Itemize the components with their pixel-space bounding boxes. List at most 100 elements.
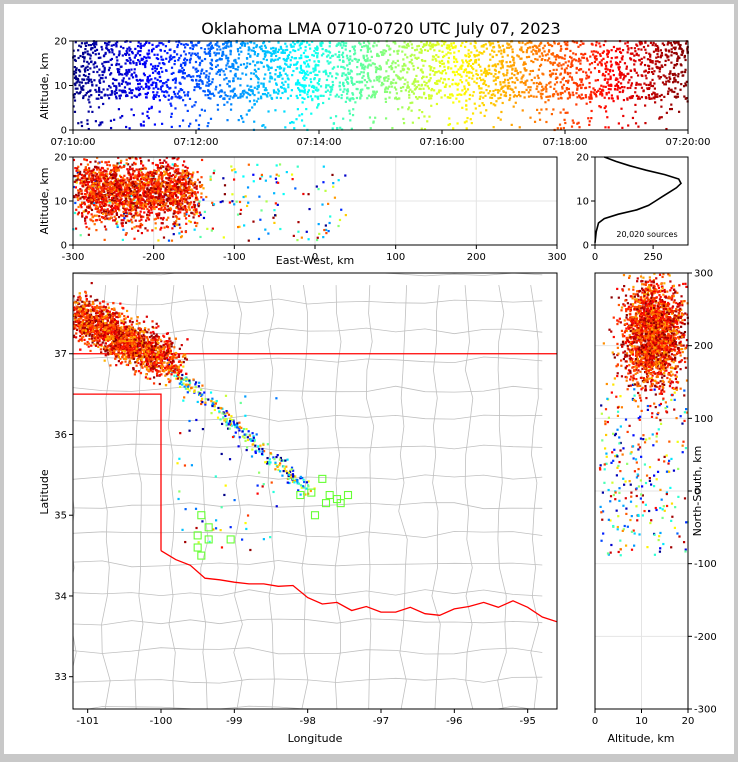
time-altitude-point <box>591 50 593 52</box>
time-altitude-point <box>272 50 274 52</box>
time-altitude-point <box>454 65 456 67</box>
eastwest-altitude-point <box>318 223 320 225</box>
eastwest-altitude-point <box>176 183 178 185</box>
time-altitude-point <box>301 119 303 121</box>
time-altitude-point <box>422 60 424 62</box>
time-altitude-point <box>198 57 200 59</box>
time-altitude-point <box>390 83 392 85</box>
time-altitude-point <box>560 56 562 58</box>
eastwest-altitude-point <box>138 171 140 173</box>
time-altitude-point <box>74 83 76 85</box>
time-altitude-point <box>513 64 515 66</box>
time-altitude-point <box>626 73 628 75</box>
time-altitude-point <box>240 51 242 53</box>
time-altitude-point <box>560 64 562 66</box>
time-altitude-point <box>165 70 167 72</box>
time-altitude-point <box>594 89 596 91</box>
time-altitude-point <box>539 55 541 57</box>
time-altitude-point <box>254 69 256 71</box>
time-altitude-point <box>130 89 132 91</box>
time-altitude-point <box>589 120 591 122</box>
time-altitude-point <box>143 124 145 126</box>
time-altitude-point <box>505 74 507 76</box>
time-altitude-point <box>263 58 265 60</box>
time-altitude-point <box>211 68 213 70</box>
time-altitude-point <box>128 78 130 80</box>
time-altitude-point <box>420 84 422 86</box>
time-altitude-point <box>108 69 110 71</box>
eastwest-altitude-point <box>128 220 130 222</box>
eastwest-altitude-point <box>104 218 106 220</box>
time-altitude-point <box>640 63 642 65</box>
time-altitude-point <box>257 68 259 70</box>
time-altitude-point <box>81 87 83 89</box>
eastwest-altitude-point <box>273 209 275 211</box>
eastwest-altitude-point <box>79 197 81 199</box>
time-altitude-point <box>90 44 92 46</box>
eastwest-altitude-point <box>196 188 198 190</box>
time-altitude-point <box>195 79 197 81</box>
time-altitude-point <box>122 54 124 56</box>
time-altitude-point <box>476 82 478 84</box>
time-altitude-point <box>223 104 225 106</box>
time-altitude-point <box>317 52 319 54</box>
time-altitude-point <box>225 64 227 66</box>
time-altitude-point <box>452 101 454 103</box>
eastwest-altitude-point <box>328 230 330 232</box>
time-altitude-point <box>343 85 345 87</box>
time-altitude-point <box>221 55 223 57</box>
time-altitude-point <box>474 55 476 57</box>
eastwest-altitude-point <box>275 178 277 180</box>
time-altitude-point <box>605 65 607 67</box>
time-altitude-point <box>461 81 463 83</box>
time-altitude-point <box>110 120 112 122</box>
time-altitude-point <box>544 101 546 103</box>
eastwest-altitude-point <box>247 202 249 204</box>
time-altitude-point <box>281 92 283 94</box>
time-altitude-point <box>493 46 495 48</box>
time-altitude-point <box>208 44 210 46</box>
time-altitude-point <box>588 124 590 126</box>
eastwest-altitude-point <box>115 174 117 176</box>
time-altitude-point <box>235 95 237 97</box>
time-altitude-point <box>507 79 509 81</box>
time-altitude-point <box>307 56 309 58</box>
eastwest-altitude-point <box>338 179 340 181</box>
time-altitude-point <box>467 82 469 84</box>
time-altitude-point <box>497 97 499 99</box>
time-altitude-point <box>171 67 173 69</box>
time-altitude-point <box>541 97 543 99</box>
time-altitude-point <box>424 49 426 51</box>
time-altitude-point <box>125 69 127 71</box>
time-altitude-point <box>452 79 454 81</box>
time-altitude-point <box>600 55 602 57</box>
time-altitude-point <box>608 73 610 75</box>
time-altitude-point <box>679 89 681 91</box>
time-altitude-point <box>465 75 467 77</box>
eastwest-altitude-point <box>166 198 168 200</box>
eastwest-altitude-point <box>188 206 190 208</box>
time-altitude-point <box>443 78 445 80</box>
time-altitude-point <box>140 86 142 88</box>
time-altitude-point <box>618 122 620 124</box>
time-altitude-point <box>104 94 106 96</box>
time-altitude-point <box>185 53 187 55</box>
time-altitude-point <box>170 97 172 99</box>
time-altitude-point <box>634 47 636 49</box>
time-altitude-point <box>178 57 180 59</box>
eastwest-altitude-point <box>102 213 104 215</box>
time-altitude-point <box>250 78 252 80</box>
time-altitude-point <box>76 91 78 93</box>
time-altitude-point <box>85 45 87 47</box>
time-altitude-point <box>428 98 430 100</box>
time-altitude-point <box>653 51 655 53</box>
time-altitude-point <box>627 41 629 43</box>
time-altitude-point <box>225 57 227 59</box>
time-altitude-point <box>92 71 94 73</box>
time-altitude-point <box>495 89 497 91</box>
time-altitude-point <box>241 72 243 74</box>
time-altitude-point <box>118 53 120 55</box>
time-altitude-point <box>311 99 313 101</box>
time-altitude-point <box>456 61 458 63</box>
time-altitude-point <box>99 82 101 84</box>
